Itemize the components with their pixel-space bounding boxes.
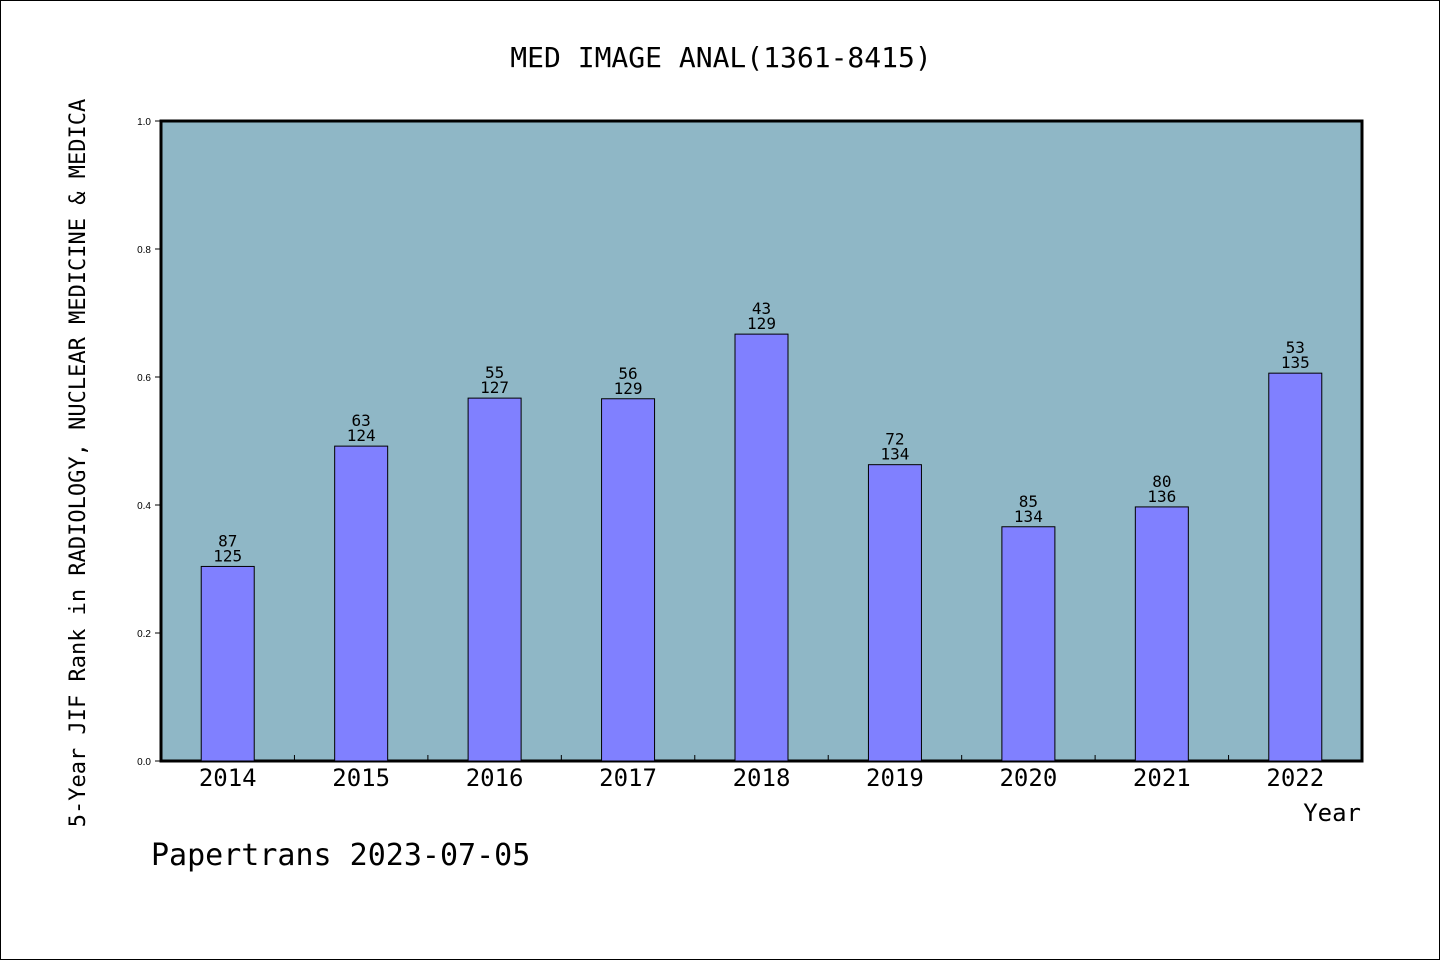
bar-total-label: 127 (480, 378, 509, 397)
bar-rank-label: 43 (752, 299, 771, 318)
y-tick-label: 0.0 (137, 757, 151, 768)
bar-rank-label: 63 (352, 411, 371, 430)
y-tick-label: 1.0 (137, 117, 151, 128)
bar-total-label: 125 (213, 546, 242, 565)
bar-rank-label: 72 (885, 430, 904, 449)
bar-2019 (867, 464, 922, 762)
y-tick-label: 0.8 (137, 245, 151, 256)
bar-rank-label: 87 (218, 531, 237, 550)
x-tick-label: 2017 (599, 764, 657, 792)
bar-2015 (334, 445, 389, 762)
bar-rank-label: 80 (1152, 472, 1171, 491)
bar-total-label: 134 (880, 445, 909, 464)
x-tick-label: 2016 (466, 764, 524, 792)
x-axis: 2014 2015 2016 2017 2018 2019 2020 2021 2022 (199, 755, 1324, 792)
bar-2018 (734, 333, 789, 762)
x-tick-label: 2018 (733, 764, 791, 792)
bar-total-label: 135 (1281, 353, 1310, 372)
bar-total-label: 124 (347, 426, 376, 445)
bar-rank-label: 53 (1286, 338, 1305, 357)
bar-total-label: 129 (747, 314, 776, 333)
bar-series: 8712563124551275612943129721348513480136… (200, 299, 1323, 762)
y-tick-label: 0.4 (137, 501, 151, 512)
footer-credit: Papertrans 2023-07-05 (151, 838, 530, 873)
bar-rank-label: 56 (618, 364, 637, 383)
bar-rank-label: 55 (485, 363, 504, 382)
bar-total-label: 134 (1014, 507, 1043, 526)
y-tick-label: 0.6 (137, 373, 151, 384)
x-tick-label: 2014 (199, 764, 257, 792)
bar-2016 (467, 397, 522, 762)
bar-total-label: 136 (1147, 487, 1176, 506)
x-tick-label: 2015 (332, 764, 390, 792)
bar-2014 (200, 565, 255, 762)
chart-title: MED IMAGE ANAL(1361-8415) (510, 41, 931, 74)
x-axis-title: Year (1303, 799, 1361, 827)
x-tick-label: 2022 (1266, 764, 1324, 792)
y-axis-title: 5-Year JIF Rank in RADIOLOGY, NUCLEAR ME… (66, 99, 91, 827)
bar-total-label: 129 (614, 379, 643, 398)
x-tick-label: 2021 (1133, 764, 1191, 792)
x-tick-label: 2020 (999, 764, 1057, 792)
bar-2017 (601, 398, 656, 762)
bar-2022 (1268, 372, 1323, 762)
y-axis: 0.0 0.2 0.4 0.6 0.8 1.0 (137, 117, 161, 768)
bar-2021 (1134, 506, 1189, 762)
bar-rank-label: 85 (1019, 492, 1038, 511)
bar-2020 (1001, 526, 1056, 762)
x-tick-label: 2019 (866, 764, 924, 792)
y-tick-label: 0.2 (137, 629, 151, 640)
